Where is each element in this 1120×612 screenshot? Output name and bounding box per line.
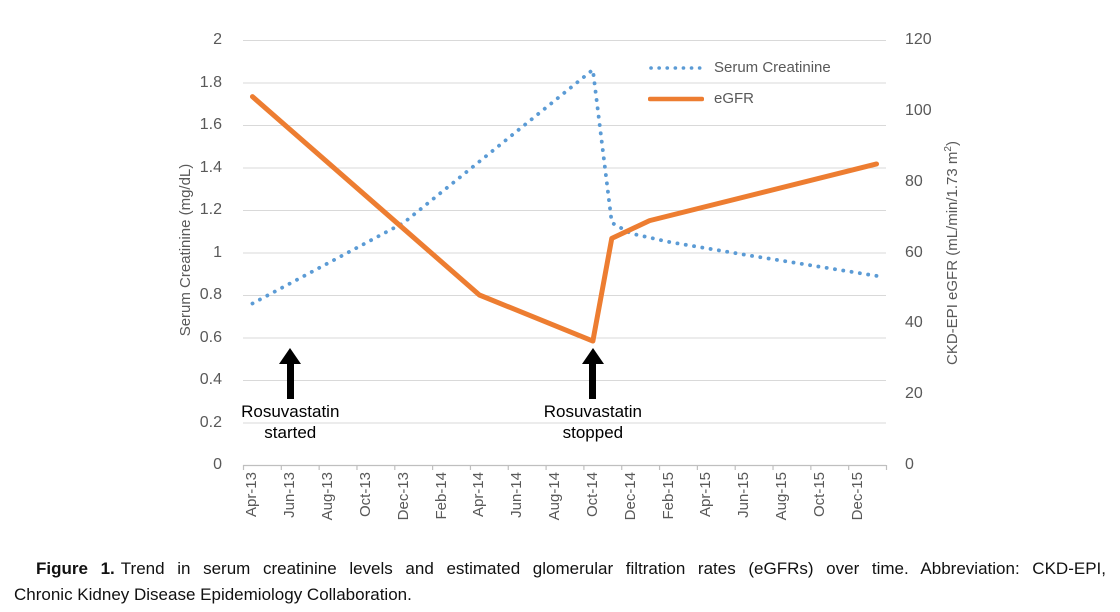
right-axis-tick: 100 [905, 101, 932, 119]
legend-label-serum-creatinine: Serum Creatinine [714, 59, 831, 76]
x-axis-tick-label: Oct-14 [583, 472, 601, 518]
x-axis-tick-label: Aug-14 [546, 472, 564, 521]
caption-line-2: Chronic Kidney Disease Epidemiology Coll… [14, 585, 412, 604]
left-axis-tick: 1.4 [199, 158, 222, 176]
right-axis-title-text: CKD-EPI eGFR (mL/min/1.73 m [944, 151, 961, 365]
caption-line-1: Figure 1. Trend in serum creatinine level… [14, 556, 1106, 582]
annotation-rosuvastatin-started: Rosuvastatin started [230, 348, 350, 443]
up-arrow-icon [581, 348, 604, 364]
solid-line-swatch [648, 96, 704, 101]
right-axis-title: CKD-EPI eGFR (mL/min/1.73 m2) [943, 53, 962, 453]
x-axis-tick-label: Oct-15 [810, 472, 828, 518]
x-axis-tick-label: Apr-13 [243, 472, 261, 518]
right-axis-title-superscript: 2 [943, 146, 954, 152]
left-axis-title: Serum Creatinine (mg/dL) [177, 163, 194, 337]
annotation-line-1: Rosuvastatin [543, 402, 642, 421]
left-axis-tick: 0 [213, 456, 222, 473]
chart-area: 2 1.8 1.6 1.4 1.2 1 0.8 0.6 0.4 0.2 0 120 100 80 60 40… [177, 31, 962, 521]
left-axis-tick: 1.6 [199, 116, 222, 133]
annotation-rosuvastatin-stopped: Rosuvastatin stopped [533, 348, 653, 443]
right-axis-tick: 60 [905, 243, 923, 261]
dotted-line-swatch [649, 65, 703, 70]
caption-figure-label: Figure 1. [36, 559, 115, 578]
right-axis-tick: 80 [905, 172, 923, 190]
left-axis-tick: 2 [213, 31, 222, 48]
legend-label-egfr: eGFR [714, 90, 755, 107]
x-axis-tick-label: Feb-14 [432, 472, 450, 520]
x-axis-tick-label: Apr-15 [697, 472, 715, 518]
x-axis-tick-label: Aug-13 [319, 472, 337, 521]
x-axis-tick-label: Feb-15 [659, 472, 677, 520]
figure-caption: Figure 1. Trend in serum creatinine level… [14, 556, 1106, 608]
x-axis-tick-label: Jun-13 [281, 472, 299, 518]
annotation-text: Rosuvastatin started [230, 401, 350, 443]
right-axis-tick: 40 [905, 314, 923, 332]
x-axis-tick-label: Apr-14 [470, 472, 488, 518]
left-axis-tick: 1 [213, 243, 222, 261]
right-axis-tick: 120 [905, 31, 932, 48]
annotation-text: Rosuvastatin stopped [533, 401, 653, 443]
x-axis-tick-label: Jun-15 [735, 472, 753, 518]
x-axis-tick-label: Jun-14 [508, 472, 526, 518]
x-axis-tick-label: Dec-14 [621, 472, 639, 521]
annotation-line-2: started [264, 423, 317, 442]
left-axis-tick: 0.8 [199, 286, 222, 303]
x-axis-tick-label: Aug-15 [772, 472, 790, 521]
x-axis-tick-label: Dec-13 [394, 472, 412, 521]
annotation-line-2: stopped [562, 423, 624, 442]
left-axis-tick: 1.2 [199, 201, 222, 218]
legend: Serum Creatinine eGFR [648, 52, 831, 114]
left-axis-tick: 1.8 [199, 73, 222, 91]
legend-item-serum-creatinine: Serum Creatinine [648, 52, 831, 83]
right-axis-title-close: ) [944, 141, 961, 147]
plot-canvas [242, 40, 888, 470]
annotation-line-1: Rosuvastatin [241, 402, 340, 421]
right-axis-tick: 0 [905, 456, 914, 473]
caption-text: Trend in serum creatinine levels and est… [120, 559, 1106, 578]
legend-item-egfr: eGFR [648, 83, 831, 114]
left-axis-tick: 0.4 [199, 371, 222, 388]
right-axis-tick: 20 [905, 385, 923, 403]
up-arrow-icon [279, 348, 302, 364]
left-axis-tick: 0.2 [199, 413, 222, 431]
x-axis-tick-label: Oct-13 [356, 472, 374, 518]
arrow-shaft [286, 364, 294, 399]
left-axis-tick: 0.6 [199, 328, 222, 346]
x-axis-tick-label: Dec-15 [848, 472, 866, 521]
arrow-shaft [589, 364, 597, 399]
